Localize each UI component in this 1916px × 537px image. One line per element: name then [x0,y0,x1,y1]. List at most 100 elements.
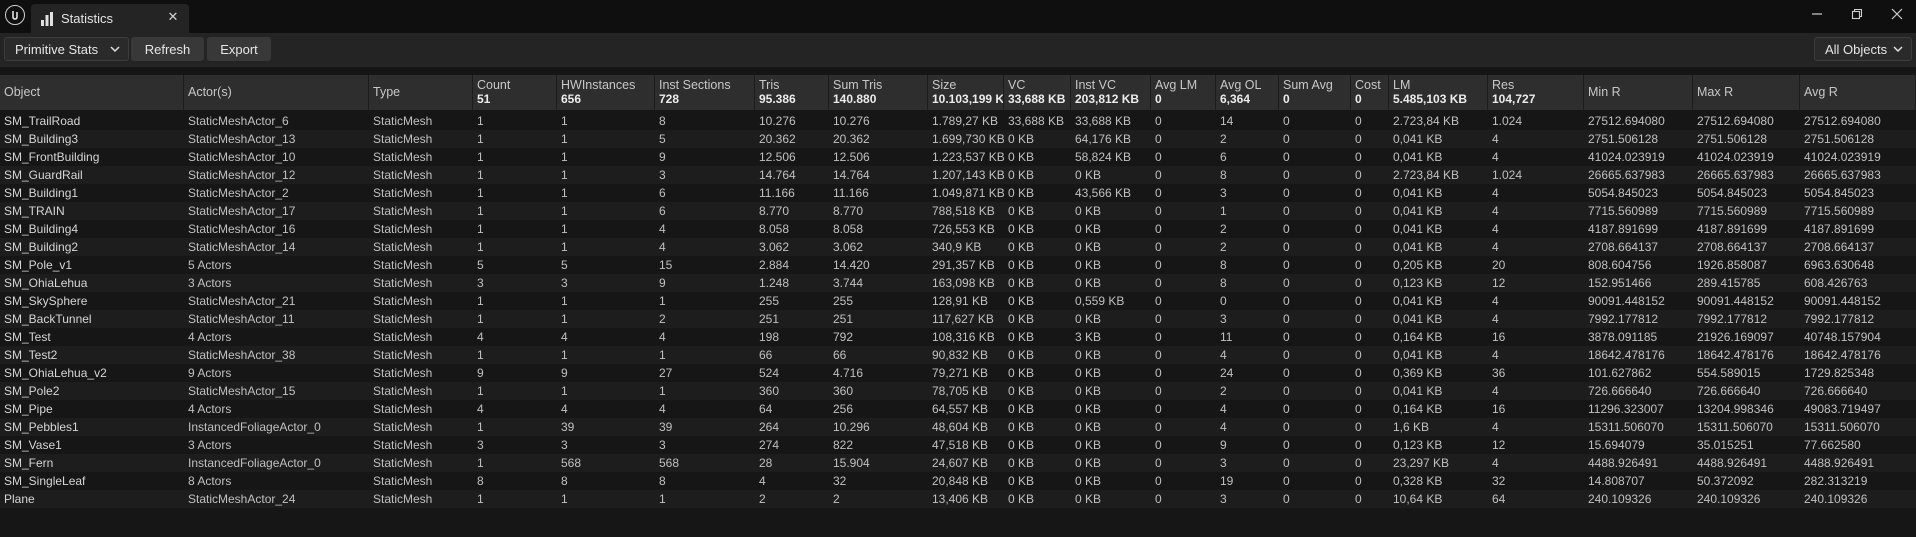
table-cell: SM_OhiaLehua_v2 [4,366,107,380]
table-cell: 0 KB [1075,420,1102,434]
table-row[interactable]: SM_SkySphere StaticMeshActor_21 StaticMesh… [0,292,1916,310]
table-row[interactable]: SM_Test2 StaticMeshActor_38 StaticMesh 1 1 1 6… [0,346,1916,364]
column-total: 656 [561,92,582,106]
restore-icon[interactable] [1844,3,1870,25]
column-header-lm[interactable]: LM 5.485,103 KB [1389,75,1488,110]
table-cell: 66 [759,348,773,362]
column-header-avg-lm[interactable]: Avg LM 0 [1151,75,1216,110]
column-header-min-r[interactable]: Min R [1584,75,1693,110]
all-objects-dropdown[interactable]: All Objects [1814,37,1912,61]
table-cell: 726.666640 [1804,384,1868,398]
table-cell: 1729.825348 [1804,366,1875,380]
table-cell: 0,164 KB [1393,330,1443,344]
table-row[interactable]: SM_Pebbles1 InstancedFoliageActor_0 Static… [0,418,1916,436]
column-header-max-r[interactable]: Max R [1693,75,1800,110]
column-header-actor-s[interactable]: Actor(s) [184,75,369,110]
table-cell: StaticMeshActor_38 [188,348,296,362]
table-cell: 0 KB [1075,492,1102,506]
table-cell: 726.666640 [1697,384,1761,398]
table-cell: 36 [1492,366,1506,380]
table-row[interactable]: SM_Building1 StaticMeshActor_2 StaticMesh 1… [0,184,1916,202]
column-header-type[interactable]: Type [369,75,473,110]
column-name: Inst VC [1075,78,1116,92]
column-header-avg-r[interactable]: Avg R [1800,75,1916,110]
table-cell: 0 KB [1008,132,1035,146]
table-row[interactable]: Plane StaticMeshActor_24 StaticMesh 1 1 1 2 2 13… [0,490,1916,508]
table-cell: StaticMesh [373,474,433,488]
table-row[interactable]: SM_TRAIN StaticMeshActor_17 StaticMesh 1 1 6 8… [0,202,1916,220]
refresh-button[interactable]: Refresh [131,37,204,61]
table-row[interactable]: SM_Building3 StaticMeshActor_13 StaticMesh… [0,130,1916,148]
column-header-avg-ol[interactable]: Avg OL 6,364 [1216,75,1279,110]
primitive-stats-dropdown[interactable]: Primitive Stats [4,37,129,61]
table-cell: 4 [1492,312,1499,326]
table-row[interactable]: SM_Building4 StaticMeshActor_16 StaticMesh… [0,220,1916,238]
table-cell: 3 [659,438,666,452]
column-header-hwinstances[interactable]: HWInstances 656 [557,75,655,110]
column-header-count[interactable]: Count 51 [473,75,557,110]
table-row[interactable]: SM_FrontBuilding StaticMeshActor_10 Static… [0,148,1916,166]
table-cell: 3878.091185 [1588,330,1658,344]
table-cell: 0 KB [1008,150,1035,164]
table-cell: 14.420 [833,258,870,272]
unreal-logo-icon[interactable] [5,5,25,25]
column-header-sum-avg[interactable]: Sum Avg 0 [1279,75,1351,110]
table-cell: 8 [561,474,568,488]
table-cell: 16 [1492,330,1506,344]
close-icon[interactable] [1884,3,1910,25]
table-row[interactable]: SM_Test 4 Actors StaticMesh 4 4 4 198 792 108,31… [0,328,1916,346]
table-cell: 11 [1220,330,1233,344]
table-cell: 4 [1492,384,1499,398]
table-cell: 6963.630648 [1804,258,1875,272]
table-cell: 2.884 [759,258,790,272]
column-header-inst-sections[interactable]: Inst Sections 728 [655,75,755,110]
minimize-icon[interactable] [1804,3,1830,25]
table-row[interactable]: SM_BackTunnel StaticMeshActor_11 StaticMes… [0,310,1916,328]
table-cell: 3.062 [759,240,790,254]
table-cell: 726.666640 [1588,384,1652,398]
table-cell: 0 [1155,222,1162,236]
tab-statistics[interactable]: Statistics ✕ [31,4,189,33]
table-cell: StaticMeshActor_12 [188,168,296,182]
table-cell: 5054.845023 [1588,186,1659,200]
table-row[interactable]: SM_GuardRail StaticMeshActor_12 StaticMesh… [0,166,1916,184]
table-cell: 0,041 KB [1393,132,1443,146]
table-row[interactable]: SM_Pole2 StaticMeshActor_15 StaticMesh 1 1 1 3… [0,382,1916,400]
table-cell: 291,357 KB [932,258,995,272]
table-row[interactable]: SM_TrailRoad StaticMeshActor_6 StaticMesh 1… [0,112,1916,130]
tab-close-icon[interactable]: ✕ [167,9,179,24]
table-row[interactable]: SM_OhiaLehua_v2 9 Actors StaticMesh 9 9 27 524… [0,364,1916,382]
table-cell: SM_Building4 [4,222,79,236]
table-row[interactable]: SM_Pole_v1 5 Actors StaticMesh 5 5 15 2.884 14.… [0,256,1916,274]
table-row[interactable]: SM_SingleLeaf 8 Actors StaticMesh 8 8 8 4 32 20,… [0,472,1916,490]
column-header-cost[interactable]: Cost 0 [1351,75,1389,110]
column-header-tris[interactable]: Tris 95.386 [755,75,829,110]
table-row[interactable]: SM_Pipe 4 Actors StaticMesh 4 4 4 64 256 64,557 … [0,400,1916,418]
column-header-sum-tris[interactable]: Sum Tris 140.880 [829,75,928,110]
column-header-size[interactable]: Size 10.103,199 K [928,75,1004,110]
column-header-inst-vc[interactable]: Inst VC 203,812 KB [1071,75,1151,110]
table-cell: 0 [1283,348,1290,362]
column-header-object[interactable]: Object [0,75,184,110]
table-row[interactable]: SM_Fern InstancedFoliageActor_0 StaticMesh… [0,454,1916,472]
table-cell: StaticMesh [373,168,433,182]
table-cell: 24 [1220,366,1234,380]
table-row[interactable]: SM_Building2 StaticMeshActor_14 StaticMesh… [0,238,1916,256]
table-cell: 4488.926491 [1804,456,1875,470]
table-row[interactable]: SM_Vase1 3 Actors StaticMesh 3 3 3 274 822 47,51… [0,436,1916,454]
table-cell: StaticMesh [373,186,433,200]
table-cell: 3 [561,276,568,290]
table-cell: 33,688 KB [1008,114,1065,128]
column-header-vc[interactable]: VC 33,688 KB [1004,75,1071,110]
table-cell: 90091.448152 [1804,294,1881,308]
column-header-res[interactable]: Res 104,727 [1488,75,1584,110]
table-cell: 0 [1355,312,1362,326]
table-cell: 8.770 [833,204,864,218]
column-total: 95.386 [759,92,796,106]
table-cell: 251 [759,312,780,326]
tab-label: Statistics [61,11,114,26]
table-cell: 14 [1220,114,1234,128]
table-cell: 90091.448152 [1697,294,1774,308]
table-row[interactable]: SM_OhiaLehua 3 Actors StaticMesh 3 3 9 1.248 3.… [0,274,1916,292]
export-button[interactable]: Export [207,37,271,61]
